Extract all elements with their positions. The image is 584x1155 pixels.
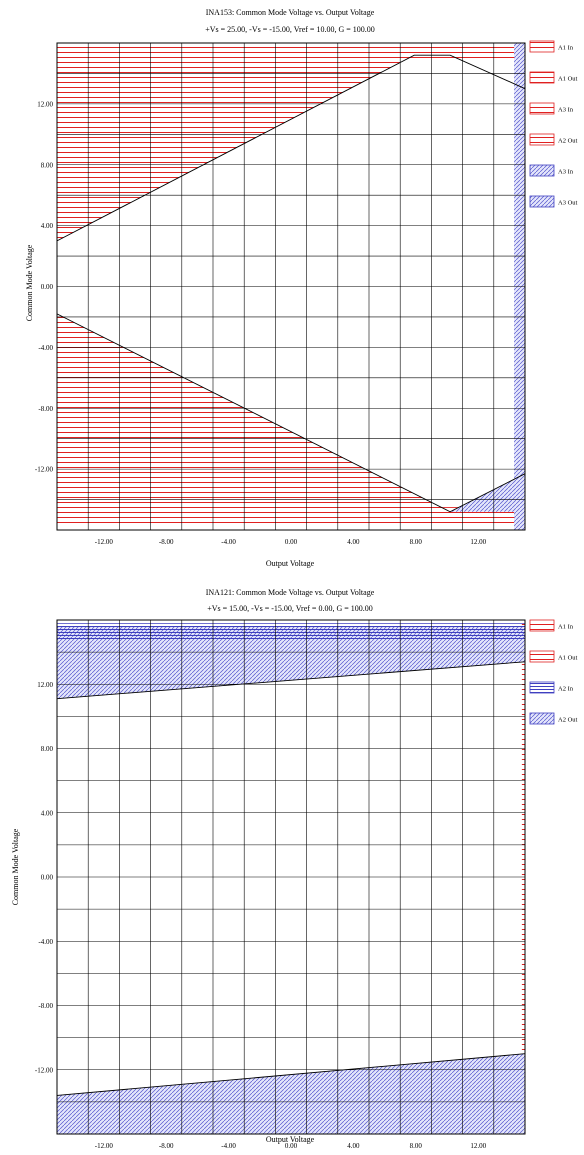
- area-a2-out: [57, 507, 525, 527]
- legend-swatch: [529, 40, 555, 53]
- legend: A1 In A1 Out A3 In A2 Out A3 In A3 Out: [529, 40, 578, 208]
- y-tick-label: 0.00: [41, 874, 54, 882]
- legend-swatch: [529, 619, 555, 632]
- y-tick-label: 8.00: [41, 745, 54, 753]
- x-tick-label: 12.00: [470, 538, 486, 546]
- y-tick-label: -8.00: [38, 405, 53, 413]
- y-tick-label: -12.00: [35, 466, 54, 474]
- legend-swatch: [529, 133, 555, 146]
- x-tick-label: 8.00: [410, 538, 423, 546]
- legend-label: A3 In: [558, 107, 574, 114]
- legend-swatch: [529, 102, 555, 115]
- legend: A1 In A1 Out A2 In A2 Out: [529, 619, 578, 725]
- legend-label: A1 In: [558, 624, 574, 631]
- legend-label: A2 Out: [558, 138, 578, 145]
- chart-subtitle: +Vs = 15.00, -Vs = -15.00, Vref = 0.00, …: [207, 604, 372, 613]
- y-tick-label: -4.00: [38, 938, 53, 946]
- y-tick-label: -12.00: [35, 1066, 54, 1074]
- y-tick-label: -8.00: [38, 1002, 53, 1010]
- boundary-line: [56, 313, 526, 513]
- area-a1-in: [57, 623, 525, 640]
- y-tick-label: 4.00: [41, 222, 54, 230]
- grid: [56, 619, 526, 1135]
- legend-swatch: [529, 71, 555, 84]
- legend-swatch: [529, 650, 555, 663]
- boundary-line: [56, 54, 526, 242]
- x-tick-label: 0.00: [285, 538, 298, 546]
- y-tick-label: 8.00: [41, 161, 54, 169]
- plot-frame: [56, 619, 526, 1135]
- legend-swatch: [529, 681, 555, 694]
- area-a2-out: [57, 626, 525, 699]
- plot-area: [56, 619, 526, 1135]
- chart-2: INA121: Common Mode Voltage vs. Output V…: [11, 588, 578, 1150]
- y-tick-label: -4.00: [38, 344, 53, 352]
- legend-swatch: [529, 164, 555, 177]
- legend-label: A2 Out: [558, 717, 578, 724]
- legend-label: A3 In: [558, 169, 574, 176]
- plot-area: [56, 42, 526, 531]
- legend-label: A1 Out: [558, 76, 578, 83]
- y-tick-label: 4.00: [41, 809, 54, 817]
- plot-frame: [56, 42, 526, 531]
- x-axis-label: Output Voltage: [266, 1135, 315, 1144]
- y-axis-label: Common Mode Voltage: [11, 828, 20, 905]
- x-tick-label: -12.00: [95, 538, 114, 546]
- legend-label: A2 In: [558, 686, 574, 693]
- x-tick-label: -12.00: [95, 1142, 114, 1150]
- x-axis-label: Output Voltage: [266, 559, 315, 568]
- legend-swatch: [529, 195, 555, 208]
- y-tick-label: 0.00: [41, 283, 54, 291]
- boundary-line: [56, 661, 526, 700]
- chart-title: INA121: Common Mode Voltage vs. Output V…: [206, 588, 375, 597]
- area-a1-out: [57, 46, 525, 62]
- area-a2-out: [57, 1053, 525, 1134]
- y-tick-label: 12.00: [37, 100, 53, 108]
- x-tick-label: 0.00: [285, 1142, 298, 1150]
- y-tick-label: 12.00: [37, 681, 53, 689]
- chart-subtitle: +Vs = 25.00, -Vs = -15.00, Vref = 10.00,…: [205, 25, 374, 34]
- y-axis-label: Common Mode Voltage: [25, 244, 34, 321]
- x-tick-label: -8.00: [159, 1142, 174, 1150]
- x-tick-label: -4.00: [221, 1142, 236, 1150]
- x-tick-label: -8.00: [159, 538, 174, 546]
- x-tick-label: 8.00: [410, 1142, 423, 1150]
- x-tick-label: 12.00: [470, 1142, 486, 1150]
- boundary-line: [56, 1053, 526, 1096]
- legend-swatch: [529, 712, 555, 725]
- legend-label: A1 Out: [558, 655, 578, 662]
- legend-label: A1 In: [558, 45, 574, 52]
- chart-title: INA153: Common Mode Voltage vs. Output V…: [206, 8, 375, 17]
- x-tick-label: 4.00: [347, 1142, 360, 1150]
- x-tick-label: 4.00: [347, 538, 360, 546]
- x-tick-label: -4.00: [221, 538, 236, 546]
- chart-1: INA153: Common Mode Voltage vs. Output V…: [25, 8, 578, 568]
- legend-label: A3 Out: [558, 200, 578, 207]
